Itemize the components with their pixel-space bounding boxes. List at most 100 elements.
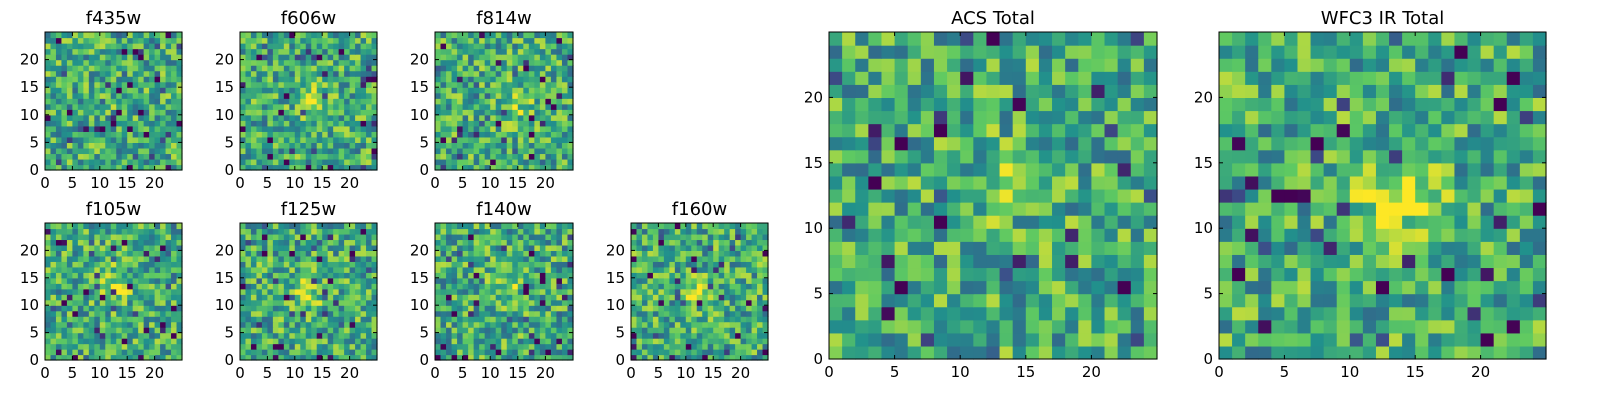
heatmap-cell [344, 244, 351, 251]
heatmap-cell [77, 153, 84, 160]
heatmap-cell [165, 98, 172, 105]
x-tick-label: 20 [536, 174, 555, 192]
heatmap-cell [261, 299, 268, 306]
heatmap-cell [267, 164, 274, 171]
heatmap-cell [1091, 228, 1106, 242]
heatmap-cell [360, 70, 367, 77]
heatmap-cell [149, 103, 156, 110]
heatmap-cell [267, 158, 274, 166]
heatmap-cell [550, 255, 558, 262]
heatmap-cell [669, 250, 676, 257]
heatmap-cell [550, 43, 558, 50]
heatmap-cell [121, 255, 128, 262]
heatmap-cell [691, 288, 698, 295]
heatmap-cell [261, 76, 268, 83]
heatmap-cell [83, 310, 90, 317]
heatmap-cell [278, 43, 285, 50]
heatmap-cell [647, 283, 654, 290]
heatmap-cell [160, 244, 167, 251]
heatmap-cell [462, 109, 469, 116]
heatmap-cell [344, 158, 351, 166]
heatmap-cell [735, 338, 742, 345]
x-tick-label: 20 [731, 364, 750, 382]
heatmap-cell [435, 43, 442, 50]
heatmap-cell [333, 349, 340, 356]
heatmap-cell [116, 277, 123, 284]
heatmap-cell [446, 250, 453, 257]
heatmap-cell [132, 131, 139, 138]
heatmap-cell [842, 319, 856, 334]
heatmap-cell [110, 349, 117, 356]
heatmap-cell [451, 228, 458, 235]
heatmap-cell [868, 332, 883, 347]
heatmap-cell [371, 164, 378, 171]
heatmap-cell [528, 87, 535, 94]
heatmap-cell [72, 255, 79, 262]
heatmap-cell [1025, 280, 1040, 295]
heatmap-cell [1078, 215, 1092, 229]
heatmap-cell [501, 266, 508, 273]
heatmap-cell [322, 153, 329, 160]
heatmap-cell [729, 233, 736, 241]
heatmap-cell [171, 305, 178, 312]
heatmap-cell [294, 87, 301, 94]
heatmap-cell [724, 228, 731, 235]
heatmap-cell [484, 92, 491, 99]
heatmap-cell [718, 277, 725, 284]
heatmap-cell [479, 131, 486, 138]
heatmap-cell [110, 131, 117, 138]
heatmap-cell [127, 338, 134, 345]
heatmap-cell [61, 343, 68, 350]
heatmap-cell [986, 241, 1001, 255]
heatmap-cell [149, 233, 156, 241]
heatmap-cell [72, 316, 79, 323]
heatmap-cell [1078, 345, 1092, 360]
heatmap-cell [349, 109, 356, 116]
heatmap-cell [261, 37, 268, 44]
heatmap-cell [311, 92, 318, 99]
heatmap-cell [55, 114, 63, 121]
heatmap-cell [283, 76, 290, 83]
heatmap-cell [240, 48, 247, 55]
heatmap-cell [338, 272, 345, 279]
heatmap-cell [278, 76, 285, 83]
heatmap-cell [338, 76, 345, 83]
x-tick-label: 10 [90, 174, 109, 192]
heatmap-cell [669, 239, 676, 246]
heatmap-cell [468, 164, 475, 171]
heatmap-cell [250, 321, 258, 328]
heatmap-cell [920, 228, 935, 242]
heatmap-cell [294, 76, 301, 83]
heatmap-cell [322, 87, 329, 94]
heatmap-cell [907, 175, 922, 190]
heatmap-cell [1065, 332, 1079, 347]
heatmap-cell [545, 250, 552, 257]
heatmap-cell [561, 233, 569, 241]
heatmap-cell [669, 244, 676, 251]
heatmap-cell [278, 65, 285, 72]
heatmap-cell [278, 125, 285, 132]
heatmap-cell [718, 294, 725, 301]
heatmap-cell [344, 48, 351, 55]
heatmap-cell [261, 261, 268, 268]
heatmap-cell [751, 310, 758, 317]
heatmap-cell [473, 321, 480, 328]
heatmap-cell [149, 277, 156, 284]
heatmap-cell [278, 288, 285, 295]
heatmap-cell [1117, 162, 1132, 177]
heatmap-cell [338, 310, 345, 317]
heatmap-cell [647, 255, 654, 262]
heatmap-cell [457, 59, 464, 66]
heatmap-cell [473, 250, 480, 257]
heatmap-cell [1117, 293, 1132, 308]
heatmap-cell [160, 125, 167, 132]
heatmap-cell [757, 261, 764, 268]
heatmap-cell [631, 223, 638, 230]
heatmap-cell [338, 70, 345, 77]
heatmap-cell [534, 43, 541, 50]
heatmap-cell [440, 120, 447, 127]
x-tick-label: 5 [263, 364, 273, 382]
heatmap-cell [484, 294, 491, 301]
heatmap-cell [751, 316, 758, 323]
heatmap-cell [110, 125, 117, 132]
